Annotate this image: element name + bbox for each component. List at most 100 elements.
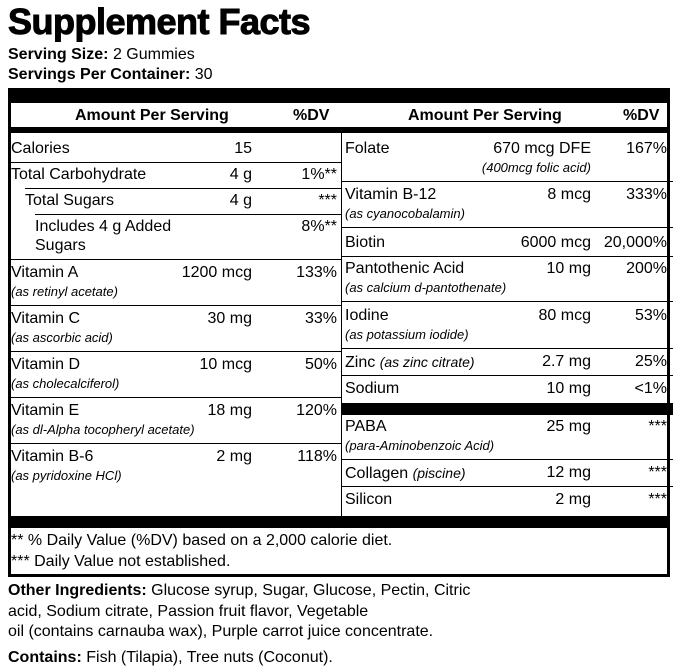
- other-ingredients-label: Other Ingredients:: [8, 582, 147, 599]
- footnote-dv: ** % Daily Value (%DV) based on a 2,000 …: [11, 532, 393, 549]
- nutrient-amount: 6000 mcg: [520, 234, 591, 251]
- nutrient-dv: 333%: [626, 186, 667, 203]
- left-amount-header: Amount Per Serving: [75, 107, 229, 124]
- top-thick-bar: [11, 91, 667, 103]
- nutrient-name: Folate: [345, 140, 390, 157]
- row-separator: [11, 351, 341, 352]
- nutrient-name: Vitamin A: [11, 264, 79, 281]
- nutrient-dv: 20,000%: [603, 234, 667, 251]
- nutrient-name: Silicon: [345, 491, 393, 508]
- header-thick-bar: [11, 127, 667, 133]
- nutrient-amount: 1200 mcg: [181, 264, 252, 281]
- other-ingredients-line1: Glucose syrup, Sugar, Glucose, Pectin, C…: [151, 582, 471, 599]
- row-separator: [25, 188, 341, 189]
- contains-label: Contains:: [8, 649, 82, 666]
- row-separator: [11, 397, 341, 398]
- row-separator: [342, 181, 673, 182]
- row-separator: [342, 459, 673, 460]
- nutrient-dv: 167%: [626, 140, 667, 157]
- nutrient-source: (as ascorbic acid): [11, 330, 113, 345]
- servings-per-container-value: 30: [194, 66, 213, 83]
- nutrient-dv: ***: [648, 464, 667, 481]
- nutrient-amount: 10 mcg: [199, 356, 252, 373]
- nutrient-amount: 2 mg: [216, 448, 252, 465]
- row-separator: [342, 301, 673, 302]
- row-separator: [342, 227, 673, 228]
- nutrient-source: (as pyridoxine HCl): [11, 468, 122, 483]
- nutrient-source: (400mcg folic acid): [481, 160, 591, 175]
- panel-title: Supplement Facts: [7, 1, 311, 42]
- row-separator: [342, 348, 673, 349]
- nutrient-name: Pantothenic Acid: [345, 260, 465, 277]
- nutrient-name: Sodium: [345, 380, 400, 397]
- serving-size-label: Serving Size:: [8, 46, 109, 63]
- nutrient-amount: 12 mg: [546, 464, 591, 481]
- nutrient-amount: 2.7 mg: [542, 353, 591, 370]
- nutrient-source: (para-Aminobenzoic Acid): [345, 438, 495, 453]
- nutrient-name: Vitamin B-12: [345, 186, 437, 203]
- nutrient-dv: 33%: [304, 310, 337, 327]
- nutrient-name: Vitamin C: [11, 310, 81, 327]
- nutrient-dv: 25%: [634, 353, 667, 370]
- nutrient-amount: 80 mcg: [538, 307, 591, 324]
- row-separator: [11, 443, 341, 444]
- nutrient-name: Includes 4 g Added: [35, 218, 172, 235]
- nutrient-source: (piscine): [412, 465, 466, 481]
- nutrient-source: (as cholecalciferol): [11, 376, 120, 391]
- right-amount-header: Amount Per Serving: [408, 107, 562, 124]
- nutrient-name: Collagen: [345, 465, 409, 482]
- serving-size-value: 2 Gummies: [112, 46, 195, 63]
- nutrient-amount: 10 mg: [546, 380, 591, 397]
- nutrient-name: Biotin: [345, 234, 386, 251]
- nutrient-source: (as potassium iodide): [345, 327, 469, 342]
- nutrient-name: Vitamin E: [11, 402, 80, 419]
- nutrient-amount: 25 mg: [546, 418, 591, 435]
- nutrient-name: Calories: [11, 140, 70, 157]
- nutrient-dv: 53%: [634, 307, 667, 324]
- nutrient-dv: 50%: [304, 356, 337, 373]
- nutrient-dv: 133%: [296, 264, 337, 281]
- nutrient-name: Vitamin B-6: [11, 448, 94, 465]
- nutrient-dv: ***: [318, 192, 337, 209]
- nutrient-amount: 15: [234, 140, 252, 157]
- nutrient-name: Total Sugars: [25, 192, 114, 209]
- footnote-not-established: *** Daily Value not established.: [11, 553, 231, 570]
- nutrient-source: (as retinyl acetate): [11, 284, 118, 299]
- left-dv-header: %DV: [293, 107, 330, 124]
- mid-thick-bar: [342, 403, 673, 415]
- nutrient-dv: <1%: [634, 380, 667, 397]
- nutrient-amount: 4 g: [229, 166, 252, 183]
- contains-statement: Contains: Fish (Tilapia), Tree nuts (Coc…: [8, 648, 676, 667]
- column-divider: [341, 132, 342, 516]
- contains-value: Fish (Tilapia), Tree nuts (Coconut).: [86, 649, 333, 666]
- other-ingredients-line3: oil (contains carnauba wax), Purple carr…: [8, 623, 434, 640]
- row-separator: [342, 256, 673, 257]
- nutrient-name: Vitamin D: [11, 356, 81, 373]
- nutrient-amount: 4 g: [229, 192, 252, 209]
- nutrient-name: Iodine: [345, 307, 389, 324]
- nutrient-dv: 1%**: [301, 166, 337, 183]
- servings-per-container-label: Servings Per Container:: [8, 66, 191, 83]
- servings-per-container: Servings Per Container: 30: [8, 65, 213, 84]
- nutrient-amount: 18 mg: [207, 402, 252, 419]
- nutrient-name-row: Collagen (piscine): [345, 464, 466, 483]
- other-ingredients-line2: acid, Sodium citrate, Passion fruit flav…: [8, 603, 369, 620]
- nutrient-name: Total Carbohydrate: [11, 166, 147, 183]
- row-separator: [11, 305, 341, 306]
- nutrient-source: (as zinc citrate): [379, 354, 475, 370]
- nutrient-name-line2: Sugars: [35, 237, 86, 254]
- row-separator: [342, 375, 673, 376]
- nutrient-source: (as cyanocobalamin): [345, 206, 465, 221]
- nutrient-source: (as dl-Alpha tocopheryl acetate): [11, 422, 195, 437]
- facts-panel: Amount Per Serving %DV Amount Per Servin…: [8, 88, 673, 577]
- nutrient-name: PABA: [345, 418, 387, 435]
- nutrient-amount: 670 mcg DFE: [493, 140, 591, 157]
- nutrient-dv: ***: [648, 491, 667, 508]
- nutrient-dv: 120%: [296, 402, 337, 419]
- nutrient-dv: ***: [648, 418, 667, 435]
- nutrient-amount: 30 mg: [207, 310, 252, 327]
- nutrient-name-row: Zinc (as zinc citrate): [345, 353, 475, 372]
- nutrient-dv: 118%: [297, 448, 337, 465]
- row-separator: [11, 162, 341, 163]
- nutrient-dv: 8%**: [301, 218, 337, 235]
